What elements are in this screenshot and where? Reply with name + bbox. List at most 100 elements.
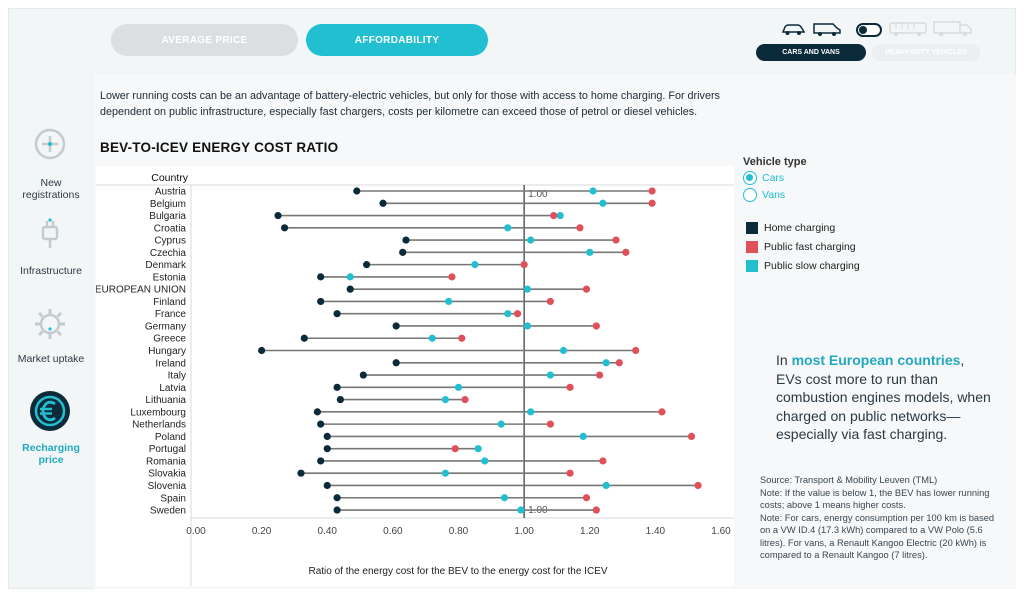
tab-affordability[interactable]: AFFORDABILITY — [306, 24, 488, 56]
x-axis-label: Ratio of the energy cost for the BEV to … — [308, 566, 607, 577]
dot-slow-charging — [589, 187, 597, 195]
source-notes: Source: Transport & Mobility Leuven (TML… — [760, 474, 1000, 562]
dot-home-charging — [392, 322, 400, 330]
radio-cars[interactable] — [743, 171, 757, 185]
radio-vans[interactable] — [743, 188, 757, 202]
note-line: Note: For cars, energy consumption per 1… — [760, 512, 995, 561]
dot-slow-charging — [602, 359, 610, 367]
country-label: Croatia — [154, 223, 187, 234]
dot-home-charging — [333, 310, 341, 318]
dot-slow-charging — [428, 334, 436, 342]
nav-market-uptake[interactable]: Market uptake — [10, 353, 92, 365]
dot-fast-charging — [546, 420, 554, 428]
dot-fast-charging — [546, 297, 554, 306]
truck-icon[interactable] — [932, 20, 974, 38]
plus-circle-icon[interactable] — [33, 127, 67, 161]
dot-slow-charging — [527, 236, 535, 244]
dot-home-charging — [323, 445, 331, 453]
x-tick-label: 0.80 — [449, 526, 469, 537]
country-label: Latvia — [159, 383, 186, 394]
dot-slow-charging — [523, 285, 532, 293]
radio-cars-label[interactable]: Cars — [762, 172, 785, 184]
dot-fast-charging — [658, 408, 666, 416]
country-label: Slovenia — [148, 481, 187, 492]
radio-vans-label[interactable]: Vans — [762, 189, 786, 201]
country-label: Czechia — [150, 248, 187, 259]
dot-home-charging — [323, 432, 331, 440]
van-icon[interactable] — [812, 21, 842, 37]
dot-home-charging — [399, 248, 407, 256]
nav-label: registrations — [22, 189, 80, 201]
country-label: EUROPEAN UNION — [96, 285, 186, 296]
euro-icon[interactable] — [29, 390, 71, 432]
dot-slow-charging — [346, 273, 354, 281]
nav-label: Infrastructure — [20, 265, 82, 277]
dot-slow-charging — [527, 408, 535, 416]
dumbbell-chart: Country 1.00 1.00 AustriaBelgiumBulgariaCro… — [96, 172, 734, 586]
dot-fast-charging — [582, 285, 591, 293]
x-tick-label: 1.00 — [514, 526, 534, 537]
dot-fast-charging — [592, 506, 600, 514]
plug-icon[interactable] — [33, 217, 67, 251]
cars-and-vans-button[interactable]: CARS AND VANS — [756, 44, 866, 61]
callout-highlight: most European countries — [791, 352, 961, 368]
dot-home-charging — [402, 236, 410, 244]
dot-slow-charging — [445, 297, 453, 306]
nav-label: price — [38, 454, 64, 466]
dot-home-charging — [333, 506, 341, 514]
dot-slow-charging — [602, 481, 610, 490]
nav-new-registrations[interactable]: New registrations — [10, 177, 92, 201]
note-line: Note: If the value is below 1, the BEV h… — [760, 487, 990, 511]
legend-swatch-slow — [746, 260, 758, 272]
country-label: Bulgaria — [149, 211, 186, 222]
dot-slow-charging — [546, 371, 554, 379]
x-tick-label: 1.60 — [711, 526, 731, 537]
country-label: Austria — [155, 187, 187, 198]
dot-home-charging — [317, 457, 325, 465]
dot-fast-charging — [622, 248, 630, 256]
country-label: Lithuania — [145, 395, 186, 406]
nav-infrastructure[interactable]: Infrastructure — [10, 265, 92, 277]
callout-text: In most European countries, EVs cost mor… — [776, 351, 991, 444]
country-label: Belgium — [150, 199, 186, 210]
x-tick-label: 0.00 — [186, 526, 206, 537]
car-icon[interactable] — [780, 22, 806, 36]
dot-home-charging — [300, 334, 308, 342]
nav-recharging-price[interactable]: Recharging price — [10, 442, 92, 466]
dot-home-charging — [317, 273, 325, 281]
dot-fast-charging — [448, 273, 456, 281]
vehicle-type-title: Vehicle type — [743, 156, 807, 168]
dot-home-charging — [346, 285, 354, 293]
dot-slow-charging — [517, 506, 525, 514]
country-label: Greece — [153, 334, 186, 345]
intro-text: Lower running costs can be an advantage … — [100, 90, 720, 118]
x-tick-label: 0.40 — [318, 526, 338, 537]
dot-fast-charging — [595, 371, 604, 379]
country-label: Finland — [153, 297, 186, 308]
gear-icon[interactable] — [33, 307, 67, 341]
reference-label-top: 1.00 — [528, 189, 548, 200]
category-header: Country — [151, 172, 189, 184]
country-label: Ireland — [155, 358, 186, 369]
dot-slow-charging — [504, 224, 512, 232]
bus-icon[interactable] — [888, 21, 928, 37]
tab-average-price[interactable]: AVERAGE PRICE — [111, 24, 298, 56]
vehicle-class-toggle[interactable] — [856, 23, 882, 37]
nav-label: New — [40, 177, 62, 189]
heavy-duty-button[interactable]: HEAVY-DUTY VEHICLES — [872, 44, 980, 61]
dot-home-charging — [353, 187, 361, 195]
dot-fast-charging — [550, 211, 558, 220]
callout-pre: In — [776, 352, 792, 368]
dot-slow-charging — [471, 261, 479, 269]
country-label: Luxembourg — [130, 407, 186, 418]
country-label: Hungary — [148, 346, 186, 357]
x-tick-label: 0.60 — [383, 526, 403, 537]
dot-slow-charging — [497, 420, 505, 428]
dot-fast-charging — [582, 494, 591, 502]
dot-fast-charging — [458, 334, 466, 342]
nav-label: Recharging — [22, 442, 80, 454]
dot-fast-charging — [612, 236, 620, 244]
dot-slow-charging — [556, 211, 564, 220]
dot-fast-charging — [451, 445, 459, 453]
dot-home-charging — [323, 481, 331, 490]
